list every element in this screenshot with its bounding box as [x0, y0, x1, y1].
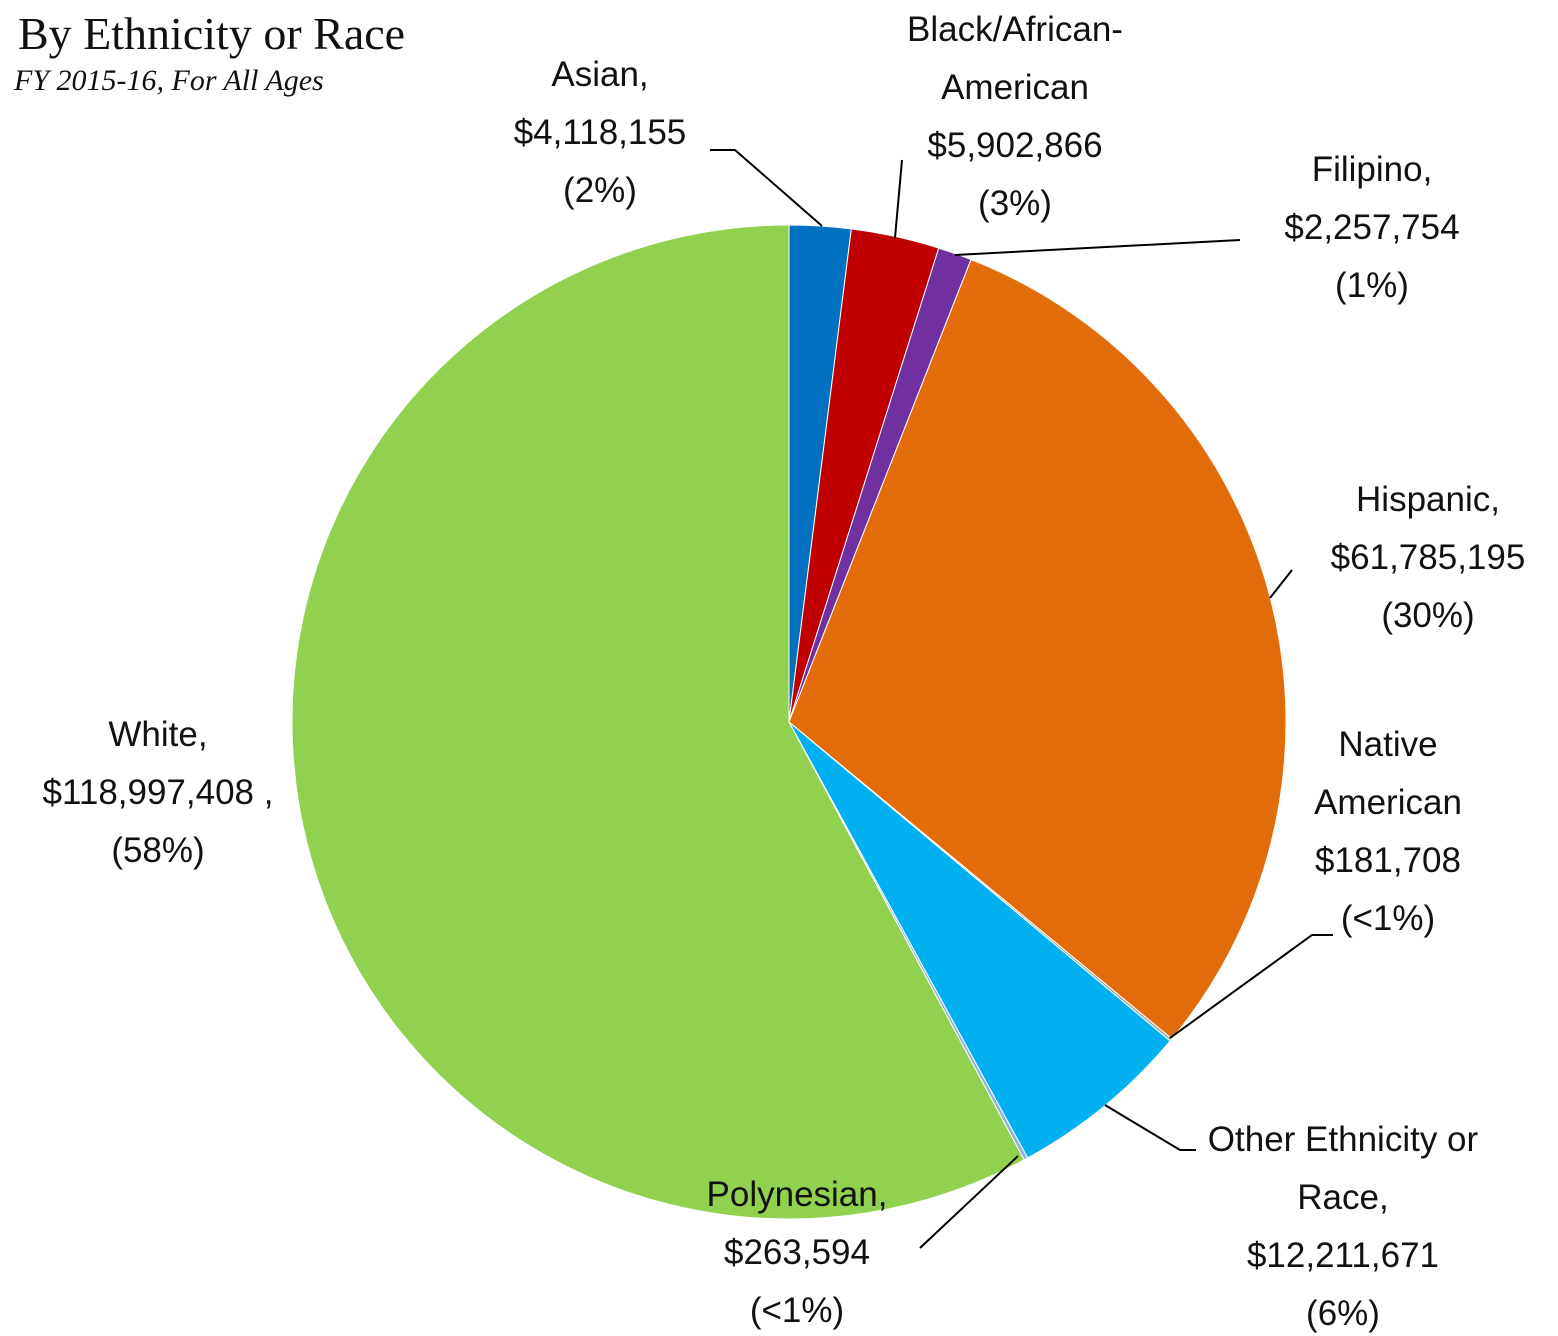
category-label: Black/African-American — [907, 10, 1123, 107]
percent-label: (58%) — [111, 831, 205, 870]
value-label: $4,118,155 — [513, 113, 687, 152]
slice-label: Other Ethnicity or Race, $12,211,671 (6%) — [1178, 1111, 1508, 1336]
percent-label: (30%) — [1381, 596, 1475, 635]
category-label: Polynesian, — [706, 1175, 888, 1214]
leader-line — [1169, 934, 1333, 1039]
leader-line — [710, 149, 823, 227]
value-label: $61,785,195 — [1330, 538, 1526, 577]
slice-label: Native American $181,708 (<1%) — [1283, 716, 1493, 948]
chart-title: By Ethnicity or Race — [18, 8, 406, 59]
leader-line — [1104, 1104, 1196, 1151]
percent-label: (1%) — [1335, 266, 1409, 305]
percent-label: (2%) — [563, 171, 637, 210]
value-label: $118,997,408 , — [42, 773, 274, 812]
slice-label: Asian, $4,118,155 (2%) — [470, 46, 730, 220]
slice-label: Filipino, $2,257,754 (1%) — [1242, 141, 1502, 315]
percent-label: (<1%) — [1340, 899, 1436, 938]
category-label: Other Ethnicity or Race, — [1207, 1120, 1479, 1217]
percent-label: (3%) — [978, 184, 1052, 223]
leader-line — [1269, 569, 1293, 599]
leader-line — [894, 159, 903, 239]
category-label: Filipino, — [1311, 150, 1433, 189]
value-label: $12,211,671 — [1246, 1236, 1440, 1275]
value-label: $181,708 — [1315, 841, 1461, 880]
leader-line — [954, 239, 1241, 256]
slice-label: Polynesian, $263,594 (<1%) — [667, 1166, 927, 1336]
value-label: $5,902,866 — [927, 126, 1103, 165]
leader-lines — [710, 149, 1333, 1249]
pie-slice — [788, 721, 1171, 1159]
category-label: Asian, — [551, 55, 649, 94]
category-label: Native American — [1314, 725, 1462, 822]
slices — [291, 224, 1287, 1220]
slice-label: Hispanic, $61,785,195 (30%) — [1278, 471, 1558, 645]
category-label: White, — [108, 715, 208, 754]
chart-subtitle: FY 2015-16, For All Ages — [14, 64, 324, 97]
leader-line — [919, 1155, 1019, 1249]
percent-label: (6%) — [1306, 1294, 1380, 1333]
slice-label: Black/African-American $5,902,866 (3%) — [870, 1, 1160, 233]
value-label: $263,594 — [724, 1233, 870, 1272]
slice-label: White, $118,997,408 , (58%) — [0, 706, 318, 880]
value-label: $2,257,754 — [1284, 208, 1460, 247]
percent-label: (<1%) — [749, 1291, 845, 1330]
pie-slice — [291, 224, 1025, 1220]
category-label: Hispanic, — [1356, 480, 1500, 519]
